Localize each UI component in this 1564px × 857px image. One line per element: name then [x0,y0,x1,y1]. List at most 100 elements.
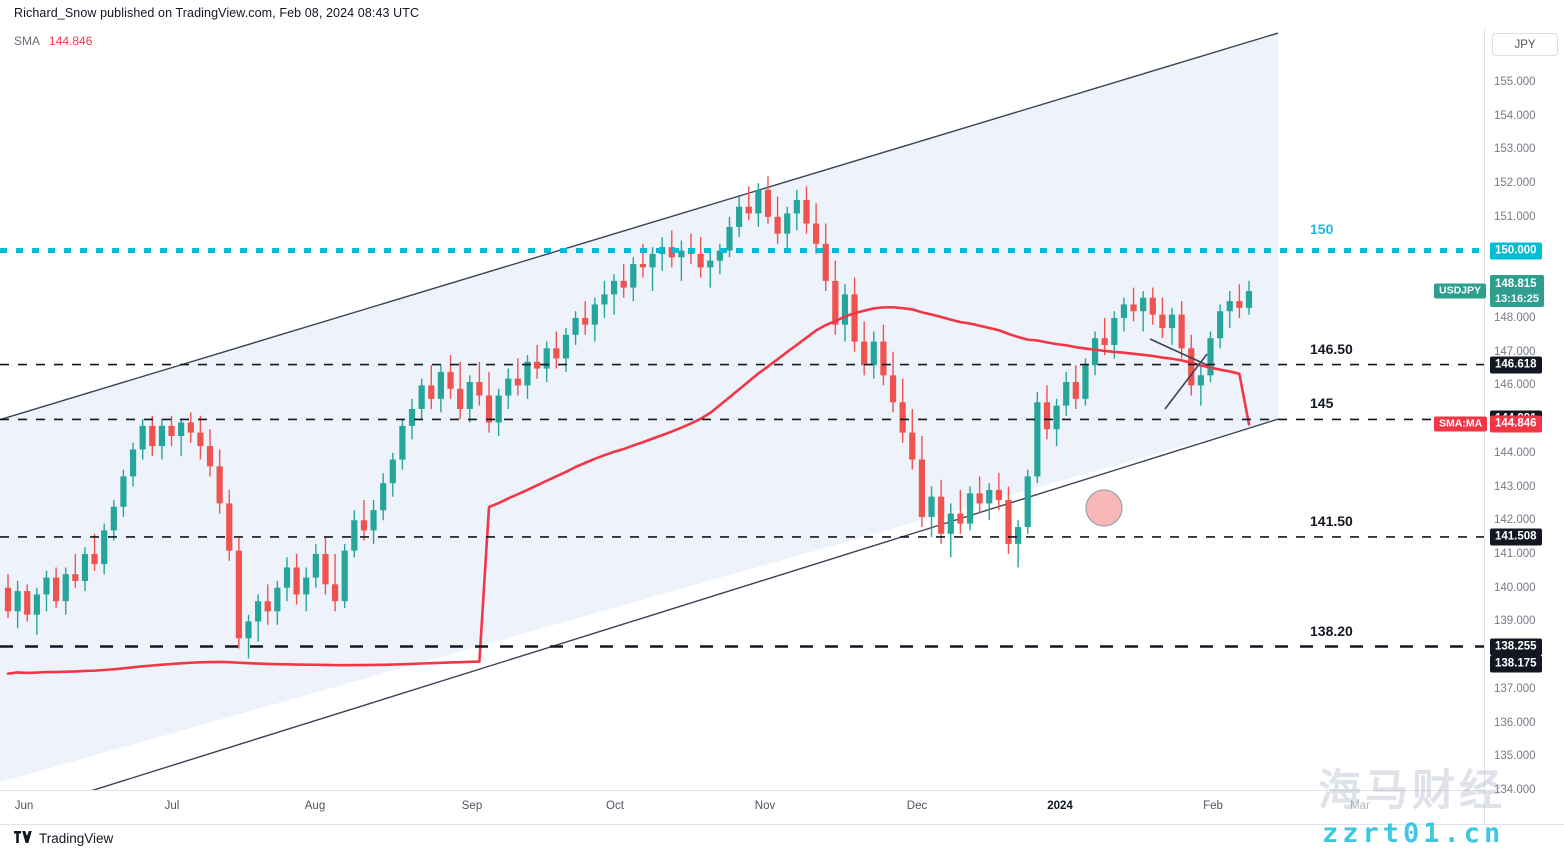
candle-body [1245,290,1253,308]
candle-body [495,395,502,423]
candle-body [745,206,752,214]
series-badge[interactable]: USDJPY [1434,283,1487,298]
candle-body [707,260,714,268]
candle-body [1236,301,1243,308]
indicator-value: 144.846 [49,34,93,48]
candle-body [1159,314,1166,329]
candle-body [370,510,377,531]
candle-body [861,341,868,366]
candle-body [1005,500,1012,544]
candle-body [1140,297,1147,312]
candle-body [457,388,464,409]
candle-body [803,199,810,224]
candle-body [24,591,31,615]
candle-body [736,206,743,227]
candle-body [399,425,406,460]
candle-body [351,520,358,551]
candle-body [889,375,897,403]
tradingview-logo[interactable]: TradingView [14,830,113,847]
candle-body [14,591,21,612]
price-axis-tick: 148.000 [1494,312,1536,324]
series-badge[interactable]: SMA:MA [1434,416,1488,432]
candle-body [197,432,204,447]
price-axis-tag: 146.618 [1490,356,1542,374]
price-axis-tick: 140.000 [1494,581,1536,594]
candle-body [832,280,839,325]
indicator-name: SMA [14,34,41,48]
candle-body [168,425,175,436]
channel-lower-line [91,418,1279,790]
ascending-channel-fill [0,33,1278,783]
candle-body [476,382,483,396]
chart-plot-area[interactable]: 150 146.50 145 141.50 138.20 [0,28,1484,790]
candle-body [235,550,242,639]
candle-body [129,449,137,477]
price-axis-tick: 146.000 [1494,379,1536,392]
time-axis[interactable]: Jun Jul Aug Sep Oct Nov Dec 2024 Feb Mar [0,790,1484,825]
candle-body [1120,304,1128,318]
time-axis-tick: Mar [1350,800,1370,812]
candle-body [178,422,185,436]
candle-body [255,601,262,622]
candle-body [678,250,685,258]
tag-price: 148.815 [1495,277,1537,290]
candle-body [1024,476,1031,528]
candle-body [514,378,521,386]
candle-body [716,250,723,261]
candle-body [1207,338,1214,376]
candle-body [822,243,829,281]
tradingview-logo-mark [14,830,32,847]
candle-body [1015,527,1022,544]
candle-body [562,334,570,359]
price-axis-tick: 144.000 [1494,446,1536,459]
candle-body [1091,338,1099,366]
price-axis[interactable]: JPY 155.000 154.000 153.000 152.000 151.000 1… [1484,28,1564,824]
candle-body [1101,338,1108,345]
chart-footer-bar [0,824,1564,857]
price-axis-tick: 141.000 [1494,548,1536,560]
candle-body [668,247,675,258]
price-axis-tag: 138.255 [1490,638,1542,655]
candle-body [72,574,79,581]
candle-body [553,348,560,359]
price-level-label: 138.20 [1305,622,1358,639]
candle-body [899,402,906,433]
price-level-label: 150 [1310,220,1334,237]
channel-upper-line [0,32,1279,421]
candle-body [149,425,156,447]
tradingview-logo-text: TradingView [39,831,114,846]
candlestick-series [4,176,1253,659]
indicator-legend[interactable]: SMA 144.846 [14,34,92,48]
time-axis-tick: Oct [606,800,624,812]
candle-body [331,584,339,602]
price-axis-tick: 136.000 [1494,716,1536,729]
candle-body [322,553,329,585]
candle-body [360,520,368,531]
candle-body [995,489,1002,501]
price-axis-tick: 142.000 [1494,514,1536,527]
candle-body [1168,314,1176,329]
price-axis-tick: 152.000 [1494,177,1536,190]
candle-body [1072,382,1079,399]
price-axis-tick: 153.000 [1494,143,1536,156]
candle-body [505,378,512,396]
candle-body [543,348,550,369]
sma-line [6,305,1251,675]
price-level-label: 141.50 [1305,512,1358,529]
candle-body [341,550,348,602]
candle-body [1082,365,1089,399]
candle-body [841,294,849,325]
attribution-text: Richard_Snow published on TradingView.co… [14,6,420,20]
candle-body [918,459,925,517]
price-axis-tick: 135.000 [1494,750,1536,763]
candle-body [43,577,50,595]
candle-body [957,513,964,524]
candle-body [389,459,396,484]
time-axis-tick: Dec [906,800,928,812]
candle-body [303,577,310,595]
candle-body [870,341,877,366]
candle-body [408,409,416,426]
circle-highlight [1085,489,1123,527]
candle-body [216,466,223,504]
